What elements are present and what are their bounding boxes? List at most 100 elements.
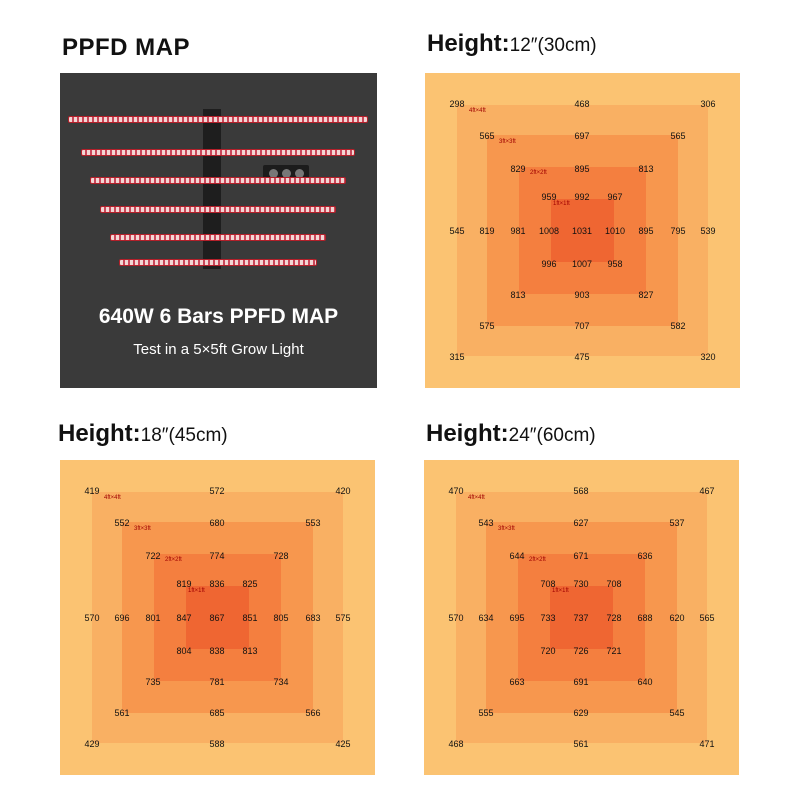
ppfd-value: 640 — [637, 677, 653, 687]
ppfd-value: 781 — [209, 677, 225, 687]
ppfd-value: 475 — [574, 352, 590, 362]
ppfd-value: 565 — [699, 613, 715, 623]
ppfd-value: 827 — [638, 290, 654, 300]
ppfd-value: 696 — [114, 613, 130, 623]
ppfd-value: 895 — [638, 226, 654, 236]
ppfd-value: 903 — [574, 290, 590, 300]
knob-icon — [269, 169, 278, 178]
knob-icon — [282, 169, 291, 178]
map-title-label: Height: — [427, 30, 510, 57]
ppfd-value: 733 — [540, 613, 556, 623]
ppfd-value: 967 — [607, 192, 623, 202]
zone-label: 4ft×4ft — [468, 495, 485, 501]
ppfd-value: 688 — [637, 613, 653, 623]
map-title-24: Height:24″(60cm) — [426, 420, 596, 448]
page-title: PPFD MAP — [62, 34, 191, 61]
ppfd-value: 545 — [669, 708, 685, 718]
ppfd-value: 813 — [510, 290, 526, 300]
light-bar — [119, 259, 317, 266]
map-title-label: Height: — [426, 420, 509, 447]
ppfd-value: 468 — [574, 99, 590, 109]
ppfd-value: 570 — [84, 613, 100, 623]
photo-caption: 640W 6 Bars PPFD MAP — [98, 305, 339, 328]
ppfd-value: 795 — [670, 226, 686, 236]
ppfd-value: 644 — [509, 551, 525, 561]
ppfd-value: 634 — [478, 613, 494, 623]
ppfd-value: 298 — [449, 99, 465, 109]
ppfd-value: 663 — [509, 677, 525, 687]
ppfd-value: 726 — [573, 646, 589, 656]
ppfd-value: 545 — [449, 226, 465, 236]
ppfd-value: 992 — [574, 192, 590, 202]
zone-label: 2ft×2ft — [529, 557, 546, 563]
ppfd-value: 572 — [209, 486, 225, 496]
ppfd-value: 419 — [84, 486, 100, 496]
ppfd-value: 847 — [176, 613, 192, 623]
ppfd-value: 429 — [84, 739, 100, 749]
map-title-value: 12″(30cm) — [509, 35, 597, 56]
zone-label: 3ft×3ft — [498, 526, 515, 532]
ppfd-value: 774 — [209, 551, 225, 561]
ppfd-value: 627 — [573, 518, 589, 528]
ppfd-value: 737 — [573, 613, 589, 623]
ppfd-value: 539 — [700, 226, 716, 236]
map-title-value: 24″(60cm) — [508, 425, 596, 446]
light-spine — [203, 109, 221, 269]
ppfd-value: 467 — [699, 486, 715, 496]
ppfd-value: 734 — [273, 677, 289, 687]
ppfd-value: 708 — [540, 579, 556, 589]
zone-label: 1ft×1ft — [188, 588, 205, 594]
ppfd-value: 620 — [669, 613, 685, 623]
knob-icon — [295, 169, 304, 178]
map-title-18: Height:18″(45cm) — [58, 420, 228, 448]
ppfd-value: 543 — [478, 518, 494, 528]
ppfd-value: 695 — [509, 613, 525, 623]
map-title-label: Height: — [58, 420, 141, 447]
map-title-value: 18″(45cm) — [140, 425, 228, 446]
zone-label: 4ft×4ft — [104, 495, 121, 501]
zone-label: 3ft×3ft — [134, 526, 151, 532]
ppfd-value: 575 — [479, 321, 495, 331]
ppfd-value: 708 — [606, 579, 622, 589]
zone-label: 1ft×1ft — [552, 588, 569, 594]
zone-label: 2ft×2ft — [530, 170, 547, 176]
ppfd-value: 697 — [574, 131, 590, 141]
ppfd-value: 588 — [209, 739, 225, 749]
light-bar — [81, 149, 355, 156]
ppfd-value: 468 — [448, 739, 464, 749]
ppfd-value: 566 — [305, 708, 321, 718]
ppfd-value: 570 — [448, 613, 464, 623]
map-title-12: Height:12″(30cm) — [427, 30, 597, 58]
zone-label: 3ft×3ft — [499, 139, 516, 145]
ppfd-value: 838 — [209, 646, 225, 656]
ppfd-value: 471 — [699, 739, 715, 749]
ppfd-value: 1031 — [571, 226, 593, 236]
ppfd-value: 671 — [573, 551, 589, 561]
ppfd-map-12in: 4ft×4ft 3ft×3ft 2ft×2ft 1ft×1ft 298 468 306 565… — [425, 73, 740, 388]
ppfd-value: 1007 — [571, 259, 593, 269]
light-bar — [68, 116, 368, 123]
ppfd-map-18in: 4ft×4ft 3ft×3ft 2ft×2ft 1ft×1ft 419 572 420 552… — [60, 460, 375, 775]
ppfd-value: 730 — [573, 579, 589, 589]
ppfd-value: 629 — [573, 708, 589, 718]
ppfd-value: 565 — [670, 131, 686, 141]
ppfd-value: 568 — [573, 486, 589, 496]
ppfd-value: 470 — [448, 486, 464, 496]
ppfd-value: 575 — [335, 613, 351, 623]
ppfd-value: 552 — [114, 518, 130, 528]
ppfd-value: 728 — [606, 613, 622, 623]
ppfd-value: 720 — [540, 646, 556, 656]
ppfd-value: 895 — [574, 164, 590, 174]
light-bar — [90, 177, 346, 184]
zone-label: 4ft×4ft — [469, 108, 486, 114]
ppfd-value: 561 — [114, 708, 130, 718]
ppfd-value: 691 — [573, 677, 589, 687]
ppfd-value: 804 — [176, 646, 192, 656]
ppfd-value: 813 — [242, 646, 258, 656]
ppfd-value: 959 — [541, 192, 557, 202]
ppfd-value: 801 — [145, 613, 161, 623]
ppfd-value: 1008 — [538, 226, 560, 236]
ppfd-value: 565 — [479, 131, 495, 141]
ppfd-value: 306 — [700, 99, 716, 109]
ppfd-map-24in: 4ft×4ft 3ft×3ft 2ft×2ft 1ft×1ft 470 568 467 543… — [424, 460, 739, 775]
